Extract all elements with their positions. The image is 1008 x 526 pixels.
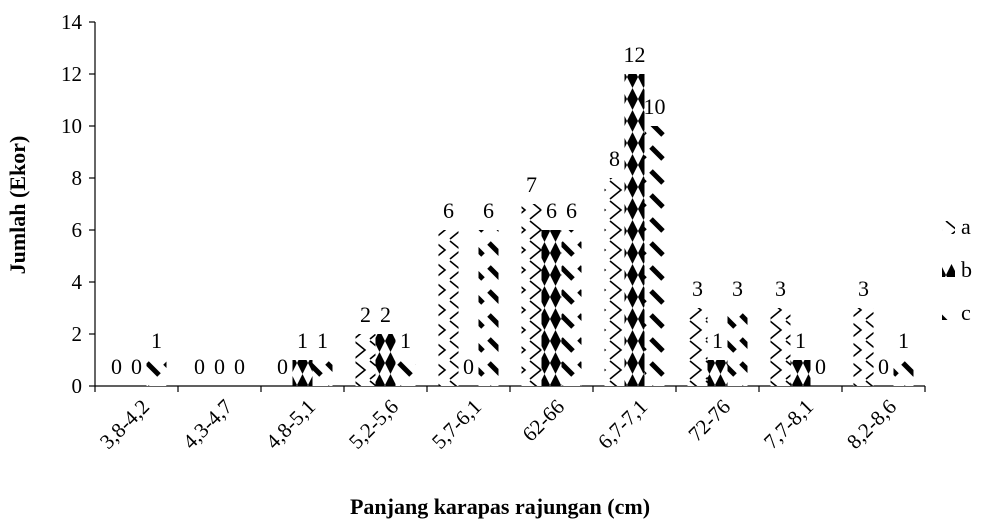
- data-label-a: 0: [194, 354, 205, 379]
- bar-c: [395, 360, 416, 386]
- x-tick-label: 7,7-8,1: [759, 395, 818, 454]
- data-label-a: 0: [277, 354, 288, 379]
- bar-a: [355, 334, 376, 386]
- x-tick-label: 8,2-8,6: [842, 395, 901, 454]
- bar-a: [687, 308, 708, 386]
- data-label-b: 2: [380, 302, 391, 327]
- legend-swatch-a: [942, 221, 955, 234]
- bar-b: [292, 360, 313, 386]
- y-tick-label: 8: [72, 166, 83, 190]
- bar-c: [561, 230, 582, 386]
- bar-a: [438, 230, 459, 386]
- legend: abc: [942, 214, 972, 325]
- data-label-b: 0: [463, 354, 474, 379]
- data-label-a: 0: [111, 354, 122, 379]
- bar-c: [478, 230, 499, 386]
- y-tick-label: 4: [72, 270, 83, 294]
- data-label-b: 1: [297, 328, 308, 353]
- y-tick-label: 10: [61, 114, 82, 138]
- data-label-a: 3: [775, 276, 786, 301]
- x-tick-label: 5,2-5,6: [344, 395, 403, 454]
- data-label-c: 3: [732, 276, 743, 301]
- y-tick-label: 2: [72, 322, 83, 346]
- y-tick-labels: 0 2 4 6 8 10 12 14: [61, 10, 83, 398]
- y-tick-label: 6: [72, 218, 83, 242]
- data-label-b: 0: [131, 354, 142, 379]
- data-label-c: 1: [898, 328, 909, 353]
- x-tick-label: 5,7-6,1: [427, 395, 486, 454]
- data-label-c: 1: [317, 328, 328, 353]
- data-label-a: 2: [360, 302, 371, 327]
- y-axis-title: Jumlah (Ekor): [5, 136, 30, 275]
- bar-a: [604, 178, 625, 386]
- data-label-a: 3: [692, 276, 703, 301]
- x-tick-label: 6,7-7,1: [593, 395, 652, 454]
- data-label-b: 0: [878, 354, 889, 379]
- bar-b: [375, 334, 396, 386]
- x-tick-label: 72-76: [683, 395, 735, 447]
- y-tick-label: 14: [61, 10, 83, 34]
- data-label-a: 7: [526, 172, 537, 197]
- legend-label-a: a: [961, 214, 971, 239]
- bar-c: [312, 360, 333, 386]
- legend-swatch-b: [942, 264, 955, 277]
- x-tick-label: 4,3-4,7: [178, 395, 237, 454]
- bar-b: [790, 360, 811, 386]
- bar-a: [770, 308, 791, 386]
- data-label-c: 0: [815, 354, 826, 379]
- x-axis-title: Panjang karapas rajungan (cm): [350, 494, 650, 519]
- data-label-c: 1: [400, 328, 411, 353]
- x-tick-labels: 3,8-4,2 4,3-4,7 4,8-5,1 5,2-5,6 5,7-6,1 62-66…: [95, 395, 901, 454]
- bar-c: [893, 360, 914, 386]
- legend-label-c: c: [961, 300, 971, 325]
- data-label-c: 6: [566, 198, 577, 223]
- data-label-c: 1: [151, 328, 162, 353]
- data-label-a: 6: [443, 198, 454, 223]
- bar-b: [707, 360, 728, 386]
- data-label-b: 1: [712, 328, 723, 353]
- legend-label-b: b: [961, 257, 972, 282]
- x-tick-label: 4,8-5,1: [261, 395, 320, 454]
- bar-a: [521, 204, 542, 386]
- bar-a: [853, 308, 874, 386]
- y-tick-label: 0: [72, 374, 83, 398]
- data-label-c: 10: [644, 94, 666, 119]
- x-tick-label: 62-66: [517, 395, 569, 447]
- legend-swatch-c: [942, 307, 955, 320]
- data-label-b: 12: [624, 42, 646, 67]
- data-label-b: 6: [546, 198, 557, 223]
- y-tick-label: 12: [61, 62, 82, 86]
- x-tick-label: 3,8-4,2: [95, 395, 154, 454]
- bar-b: [541, 230, 562, 386]
- bar-c: [644, 126, 665, 386]
- data-label-b: 1: [795, 328, 806, 353]
- data-label-a: 8: [609, 146, 620, 171]
- data-label-c: 6: [483, 198, 494, 223]
- bar-c: [146, 360, 167, 386]
- bar-b: [624, 74, 645, 386]
- bar-c: [727, 308, 748, 386]
- bars: [146, 74, 914, 386]
- data-label-a: 3: [858, 276, 869, 301]
- data-label-b: 0: [214, 354, 225, 379]
- data-label-c: 0: [234, 354, 245, 379]
